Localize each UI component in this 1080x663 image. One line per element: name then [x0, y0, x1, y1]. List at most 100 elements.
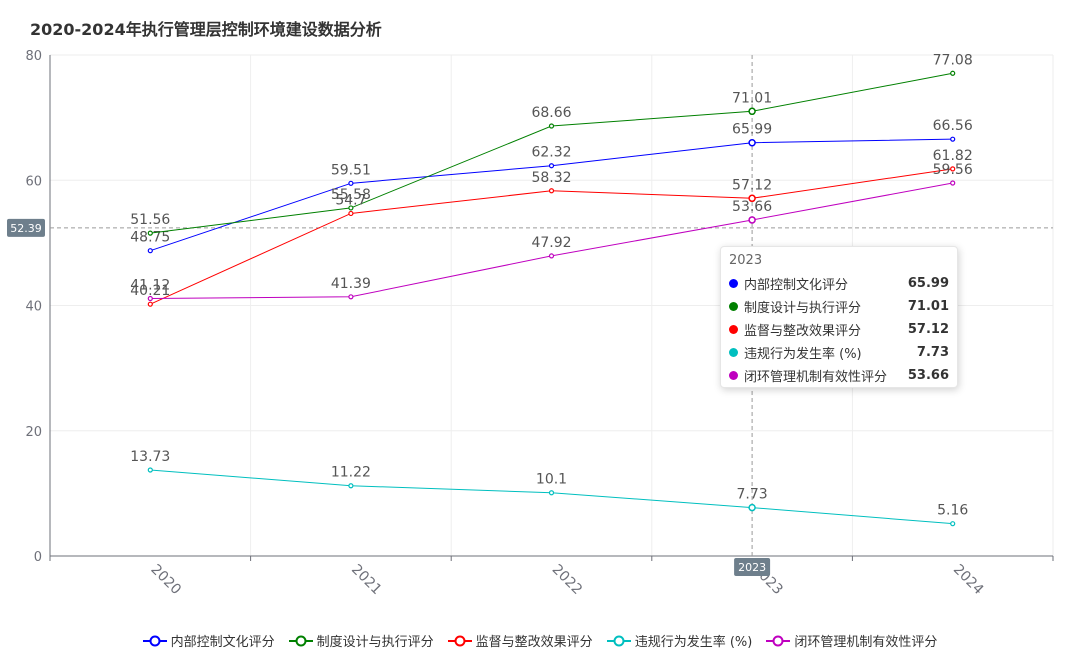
tooltip-series-name: 监督与整改效果评分 — [744, 324, 862, 339]
chart-legend: 内部控制文化评分 制度设计与执行评分 监督与整改效果评分 违规行为发生率 (%)… — [0, 631, 1080, 650]
data-label: 77.08 — [933, 52, 973, 68]
series-dot-icon — [729, 348, 738, 357]
tooltip-series-value: 57.12 — [907, 322, 949, 337]
data-point — [748, 503, 756, 512]
legend-item[interactable]: 监督与整改效果评分 — [447, 631, 593, 650]
crosshair-x-badge: 2023 — [734, 558, 771, 576]
data-label: 10.1 — [536, 472, 567, 488]
data-point — [950, 180, 956, 186]
data-point — [147, 248, 153, 254]
tooltip: 2023 内部控制文化评分 65.99 制度设计与执行评分 71.01 监督与整… — [720, 246, 958, 388]
legend-line-circle-icon — [288, 635, 313, 646]
y-tick-label: 40 — [25, 300, 42, 315]
data-point — [348, 180, 354, 186]
data-label: 65.99 — [732, 122, 772, 138]
data-point — [950, 166, 956, 172]
crosshair-y-badge-bg — [7, 218, 45, 237]
tooltip-row: 违规行为发生率 (%) 7.73 — [729, 341, 949, 364]
tooltip-series-value: 65.99 — [907, 276, 949, 291]
data-point — [548, 490, 555, 496]
legend-line-circle-icon — [766, 635, 791, 646]
legend-line-circle-icon — [606, 635, 631, 646]
data-point — [147, 467, 153, 473]
chart-title: 2020-2024年执行管理层控制环境建设数据分析 — [30, 20, 382, 39]
x-tick-label: 2024 — [950, 562, 987, 599]
data-point — [147, 230, 153, 236]
data-point — [348, 483, 354, 489]
x-tick-label: 2022 — [549, 562, 586, 599]
data-point — [147, 301, 153, 307]
data-point — [748, 107, 756, 116]
data-label: 13.73 — [130, 449, 170, 465]
tooltip-row: 制度设计与执行评分 71.01 — [729, 295, 949, 318]
data-point — [548, 253, 555, 259]
legend-item[interactable]: 内部控制文化评分 — [142, 631, 275, 650]
data-point — [950, 521, 956, 527]
data-label: 54.7 — [335, 192, 366, 208]
series-dot-icon — [729, 325, 738, 334]
legend-item[interactable]: 制度设计与执行评分 — [288, 631, 434, 650]
data-label: 41.39 — [331, 276, 371, 292]
crosshair-x-badge-bg — [734, 558, 771, 576]
tooltip-series-value: 53.66 — [907, 368, 949, 383]
legend-label: 内部控制文化评分 — [170, 635, 275, 650]
y-tick-label: 60 — [25, 174, 42, 189]
data-label: 61.82 — [933, 148, 973, 164]
y-tick-label: 20 — [25, 425, 42, 440]
series-dot-icon — [729, 279, 738, 288]
legend-label: 制度设计与执行评分 — [316, 635, 434, 650]
data-point — [548, 188, 555, 194]
tooltip-series-name: 内部控制文化评分 — [744, 278, 849, 293]
tooltip-series-name: 闭环管理机制有效性评分 — [744, 370, 888, 385]
x-tick-label: 2021 — [348, 562, 385, 599]
tooltip-row: 内部控制文化评分 65.99 — [729, 272, 949, 295]
crosshair-x-badge-label: 2023 — [738, 561, 766, 574]
series-dot-icon — [729, 371, 738, 380]
tooltip-row: 监督与整改效果评分 57.12 — [729, 318, 949, 341]
tooltip-header: 2023 — [729, 253, 763, 268]
data-point — [147, 295, 153, 302]
data-label: 57.12 — [732, 177, 772, 193]
data-point — [748, 216, 756, 224]
data-label: 11.22 — [331, 465, 371, 481]
data-point — [748, 138, 756, 147]
tooltip-series-name: 制度设计与执行评分 — [744, 301, 862, 316]
data-label: 71.01 — [732, 90, 772, 106]
data-label: 41.12 — [130, 277, 170, 293]
series-dot-icon — [729, 302, 738, 311]
legend-item[interactable]: 闭环管理机制有效性评分 — [766, 631, 937, 650]
legend-label: 监督与整改效果评分 — [475, 635, 593, 650]
legend-line-circle-icon — [447, 635, 472, 646]
legend-label: 违规行为发生率 (%) — [634, 635, 753, 650]
crosshair-y-badge-label: 52.39 — [10, 222, 42, 235]
data-point — [348, 294, 354, 300]
legend-line-circle-icon — [142, 635, 167, 646]
data-label: 55.58 — [331, 187, 371, 203]
data-label: 48.75 — [130, 230, 170, 246]
data-point — [548, 163, 555, 169]
data-label: 59.56 — [933, 162, 973, 178]
data-label: 53.66 — [732, 199, 772, 215]
data-label: 66.56 — [933, 118, 973, 134]
y-tick-label: 80 — [25, 49, 42, 64]
legend-label: 闭环管理机制有效性评分 — [794, 635, 938, 650]
data-label: 7.73 — [737, 487, 768, 503]
tooltip-series-value: 7.73 — [916, 345, 949, 360]
data-point — [548, 123, 555, 129]
data-label: 59.51 — [331, 162, 371, 178]
data-label: 40.21 — [130, 283, 170, 299]
data-point — [950, 70, 956, 76]
x-tick-label: 2020 — [147, 562, 184, 599]
data-point — [748, 194, 756, 203]
legend-item[interactable]: 违规行为发生率 (%) — [606, 631, 753, 650]
tooltip-row: 闭环管理机制有效性评分 53.66 — [729, 364, 949, 387]
data-label: 51.56 — [130, 212, 170, 228]
crosshair-y-badge: 52.39 — [7, 218, 45, 237]
line-chart[interactable]: 0 20 40 60 80 2020 2021 2022 2023 2024 48.75 59.51 6… — [0, 0, 1080, 620]
data-point — [348, 205, 354, 211]
tooltip-series-name: 违规行为发生率 (%) — [744, 347, 862, 362]
data-label: 58.32 — [531, 170, 571, 186]
data-label: 5.16 — [937, 503, 968, 519]
data-label: 47.92 — [531, 235, 571, 251]
tooltip-series-value: 71.01 — [907, 299, 949, 314]
